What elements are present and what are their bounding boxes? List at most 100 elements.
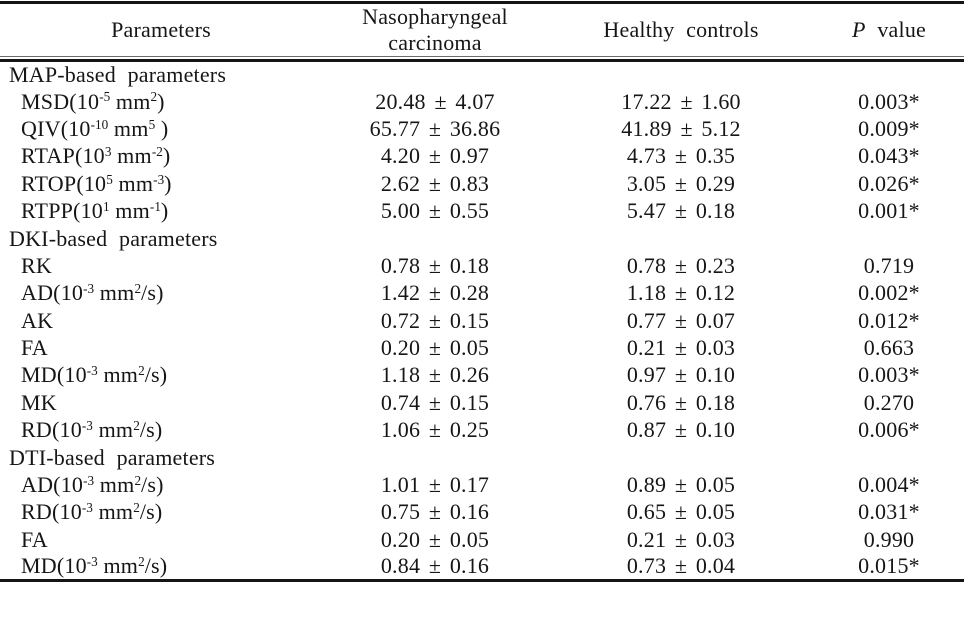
value-npc: 4.20 ± 0.97 — [380, 143, 490, 169]
value-npc: 5.00 ± 0.55 — [380, 198, 490, 224]
data-row: FA 0.20 ± 0.05 0.21 ± 0.03 0.663 — [0, 334, 964, 361]
value-npc: 0.20 ± 0.05 — [380, 526, 490, 552]
data-row: RD(10-3 mm2/s) 1.06 ± 0.25 0.87 ± 0.10 0.00… — [0, 417, 964, 444]
parameter-label: RTOP(105 mm-3) — [21, 170, 172, 196]
value-healthy-controls: 0.97 ± 0.10 — [626, 362, 736, 388]
p-value: 0.043* — [858, 143, 920, 169]
value-healthy-controls: 17.22 ± 1.60 — [621, 88, 741, 114]
p-value: 0.003* — [858, 362, 920, 388]
data-row: FA 0.20 ± 0.05 0.21 ± 0.03 0.990 — [0, 526, 964, 553]
header-thick-rule — [0, 56, 964, 62]
section-label: MAP-based parameters — [9, 61, 227, 87]
parameter-label: MD(10-3 mm2/s) — [21, 362, 168, 388]
value-npc: 0.72 ± 0.15 — [380, 307, 490, 333]
value-npc: 0.84 ± 0.16 — [380, 553, 490, 579]
section-row: MAP-based parameters — [0, 61, 964, 88]
p-value-rest: value — [865, 17, 926, 42]
npc-header-line2: carcinoma — [388, 30, 482, 55]
value-npc: 1.42 ± 0.28 — [380, 280, 490, 306]
section-row: DKI-based parameters — [0, 225, 964, 252]
parameter-label: QIV(10-10 mm5 ) — [21, 115, 169, 141]
npc-header-line1: Nasopharyngeal — [362, 4, 508, 29]
p-value: 0.012* — [858, 307, 920, 333]
section-label: DKI-based parameters — [9, 225, 218, 251]
value-healthy-controls: 4.73 ± 0.35 — [626, 143, 736, 169]
p-value: 0.015* — [858, 553, 920, 579]
value-healthy-controls: 0.21 ± 0.03 — [626, 335, 736, 361]
data-row: RD(10-3 mm2/s) 0.75 ± 0.16 0.65 ± 0.05 0.03… — [0, 499, 964, 526]
col-header-p-value: P value — [814, 2, 964, 57]
data-row: RK 0.78 ± 0.18 0.78 ± 0.23 0.719 — [0, 252, 964, 279]
value-npc: 1.18 ± 0.26 — [380, 362, 490, 388]
parameter-label: FA — [21, 335, 48, 361]
value-healthy-controls: 0.89 ± 0.05 — [626, 472, 736, 498]
data-row: RTPP(101 mm-1) 5.00 ± 0.55 5.47 ± 0.18 0.00… — [0, 197, 964, 224]
p-value: 0.004* — [858, 472, 920, 498]
p-value: 0.719 — [863, 252, 915, 278]
value-healthy-controls: 1.18 ± 0.12 — [626, 280, 736, 306]
data-row: AK 0.72 ± 0.15 0.77 ± 0.07 0.012* — [0, 307, 964, 334]
data-row: MD(10-3 mm2/s) 0.84 ± 0.16 0.73 ± 0.04 0.01… — [0, 554, 964, 581]
data-row: RTAP(103 mm-2) 4.20 ± 0.97 4.73 ± 0.35 0.04… — [0, 143, 964, 170]
table-header: Parameters Nasopharyngeal carcinoma Heal… — [0, 2, 964, 57]
value-npc: 20.48 ± 4.07 — [375, 88, 495, 114]
p-value: 0.009* — [858, 115, 920, 141]
parameter-label: AD(10-3 mm2/s) — [21, 280, 164, 306]
value-healthy-controls: 0.65 ± 0.05 — [626, 499, 736, 525]
parameter-label: MD(10-3 mm2/s) — [21, 553, 168, 579]
col-header-parameters-label: Parameters — [111, 17, 211, 42]
parameter-label: MSD(10-5 mm2) — [21, 88, 165, 114]
value-npc: 0.78 ± 0.18 — [380, 252, 490, 278]
table-body: MAP-based parameters MSD(10-5 mm2) 20.48 ±… — [0, 56, 964, 581]
value-healthy-controls: 0.87 ± 0.10 — [626, 417, 736, 443]
data-row: MD(10-3 mm2/s) 1.18 ± 0.26 0.97 ± 0.10 0.00… — [0, 362, 964, 389]
value-healthy-controls: 0.21 ± 0.03 — [626, 526, 736, 552]
parameter-label: RK — [21, 252, 52, 278]
data-row: MSD(10-5 mm2) 20.48 ± 4.07 17.22 ± 1.60 0.0… — [0, 88, 964, 115]
section-row: DTI-based parameters — [0, 444, 964, 471]
value-npc: 1.01 ± 0.17 — [380, 472, 490, 498]
parameter-label: RTAP(103 mm-2) — [21, 143, 171, 169]
parameter-label: FA — [21, 526, 48, 552]
p-value: 0.990 — [863, 526, 915, 552]
value-healthy-controls: 0.77 ± 0.07 — [626, 307, 736, 333]
value-healthy-controls: 0.78 ± 0.23 — [626, 252, 736, 278]
value-npc: 0.20 ± 0.05 — [380, 335, 490, 361]
parameter-label: RTPP(101 mm-1) — [21, 198, 169, 224]
p-value: 0.026* — [858, 170, 920, 196]
parameter-label: RD(10-3 mm2/s) — [21, 499, 163, 525]
p-value: 0.001* — [858, 198, 920, 224]
value-healthy-controls: 0.76 ± 0.18 — [626, 389, 736, 415]
parameter-label: AK — [21, 307, 54, 333]
p-value-italic-p: P — [852, 17, 866, 42]
p-value: 0.003* — [858, 88, 920, 114]
p-value: 0.006* — [858, 417, 920, 443]
value-healthy-controls: 41.89 ± 5.12 — [621, 115, 741, 141]
parameter-label: MK — [21, 389, 57, 415]
data-row: RTOP(105 mm-3) 2.62 ± 0.83 3.05 ± 0.29 0.02… — [0, 170, 964, 197]
healthy-header-label: Healthy controls — [603, 17, 759, 42]
p-value: 0.270 — [863, 389, 915, 415]
value-npc: 2.62 ± 0.83 — [380, 170, 490, 196]
value-healthy-controls: 5.47 ± 0.18 — [626, 198, 736, 224]
parameters-comparison-table: Parameters Nasopharyngeal carcinoma Heal… — [0, 1, 964, 583]
parameter-label: RD(10-3 mm2/s) — [21, 417, 163, 443]
value-npc: 1.06 ± 0.25 — [380, 417, 490, 443]
data-row: QIV(10-10 mm5 ) 65.77 ± 36.86 41.89 ± 5.12… — [0, 115, 964, 142]
value-npc: 0.75 ± 0.16 — [380, 499, 490, 525]
p-value: 0.002* — [858, 280, 920, 306]
section-label: DTI-based parameters — [9, 444, 216, 470]
data-row: AD(10-3 mm2/s) 1.01 ± 0.17 0.89 ± 0.05 0.00… — [0, 471, 964, 498]
data-row: AD(10-3 mm2/s) 1.42 ± 0.28 1.18 ± 0.12 0.00… — [0, 280, 964, 307]
header-row: Parameters Nasopharyngeal carcinoma Heal… — [0, 2, 964, 57]
col-header-parameters: Parameters — [0, 2, 322, 57]
col-header-healthy-controls: Healthy controls — [548, 2, 814, 57]
p-value: 0.031* — [858, 499, 920, 525]
parameter-label: AD(10-3 mm2/s) — [21, 472, 164, 498]
data-row: MK 0.74 ± 0.15 0.76 ± 0.18 0.270 — [0, 389, 964, 416]
value-npc: 0.74 ± 0.15 — [380, 389, 490, 415]
p-value: 0.663 — [863, 335, 915, 361]
value-healthy-controls: 0.73 ± 0.04 — [626, 553, 736, 579]
col-header-nasopharyngeal-carcinoma: Nasopharyngeal carcinoma — [322, 2, 548, 57]
